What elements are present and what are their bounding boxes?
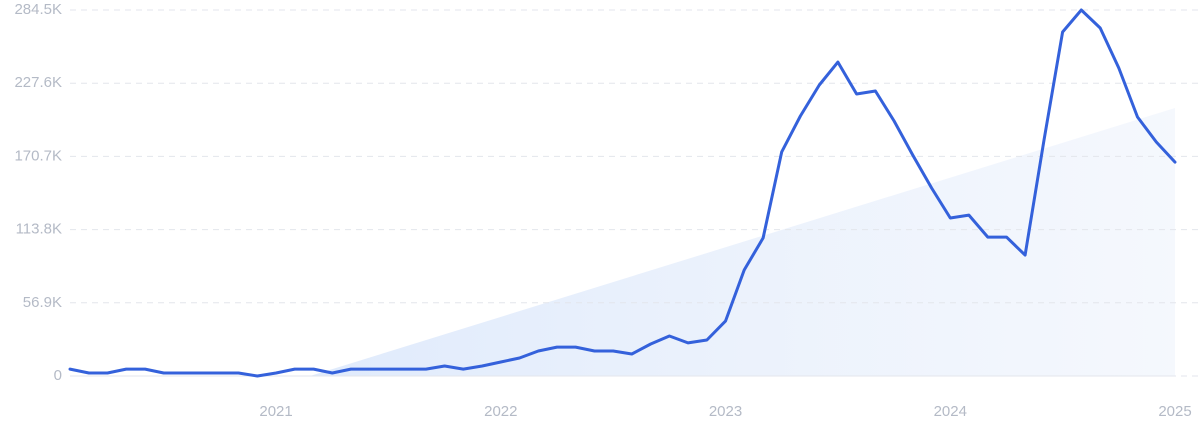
x-tick-label: 2022 bbox=[484, 403, 517, 420]
x-tick-label: 2021 bbox=[259, 403, 292, 420]
y-tick-label: 113.8K bbox=[16, 221, 62, 238]
y-tick-label: 56.9K bbox=[23, 294, 62, 311]
y-tick-label: 227.6K bbox=[14, 74, 62, 91]
y-tick-label: 170.7K bbox=[14, 147, 62, 164]
x-tick-label: 2025 bbox=[1158, 403, 1191, 420]
x-tick-label: 2024 bbox=[934, 403, 967, 420]
plot bbox=[68, 8, 1177, 378]
x-tick-label: 2023 bbox=[709, 403, 742, 420]
y-tick-label: 284.5K bbox=[14, 1, 62, 18]
trend-area bbox=[310, 108, 1175, 376]
line bbox=[68, 8, 1177, 378]
y-tick-label: 0 bbox=[54, 367, 62, 384]
